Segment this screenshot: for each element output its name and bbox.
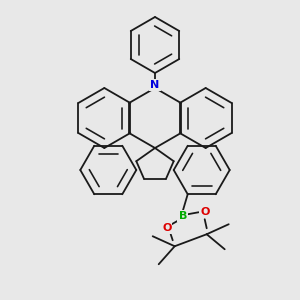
Text: N: N (150, 80, 160, 90)
Text: B: B (178, 211, 187, 221)
Text: O: O (200, 207, 209, 217)
Text: O: O (162, 223, 171, 233)
